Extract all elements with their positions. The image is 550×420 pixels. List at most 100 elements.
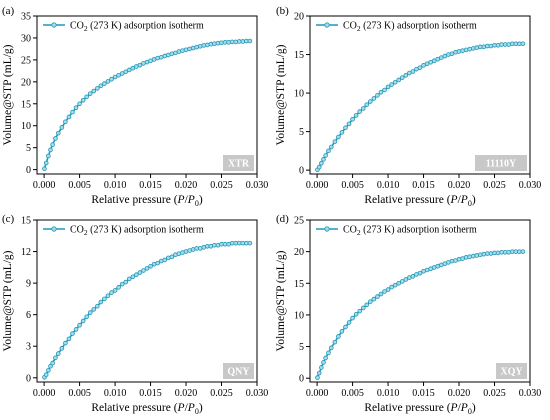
- x-tick-label: 0.000: [33, 180, 56, 191]
- data-point: [364, 102, 370, 107]
- data-point: [371, 296, 377, 302]
- x-tick-label: 0.020: [448, 180, 471, 191]
- data-point: [339, 329, 345, 334]
- data-point: [162, 257, 168, 263]
- data-point: [328, 345, 334, 351]
- data-point: [48, 147, 53, 153]
- series-line: [316, 42, 523, 171]
- x-tick-label: 0.000: [306, 388, 329, 399]
- sample-badge-label: QNY: [227, 367, 250, 378]
- data-point: [323, 355, 328, 361]
- x-tick-label: 0.005: [341, 388, 364, 399]
- data-point: [116, 285, 121, 290]
- legend-label-sub: 2: [357, 228, 361, 237]
- y-tick-label: 6: [26, 310, 31, 321]
- data-point: [105, 79, 111, 84]
- legend-label-rest: (273 K) adsorption isotherm: [361, 21, 477, 32]
- data-point: [399, 75, 405, 80]
- x-axis-title-end: ): [472, 194, 476, 206]
- data-point: [126, 67, 132, 73]
- data-point: [109, 290, 114, 295]
- x-tick-label: 0.015: [139, 180, 162, 191]
- data-point: [481, 251, 487, 257]
- legend-label-sub: 2: [84, 24, 88, 33]
- legend-label-main: CO: [70, 21, 84, 32]
- data-point: [375, 93, 380, 98]
- y-tick-label: 15: [21, 216, 31, 227]
- x-tick-label: 0.025: [483, 388, 506, 399]
- x-axis-title-sub: 0: [195, 407, 199, 416]
- x-tick-label: 0.030: [246, 388, 269, 399]
- data-point: [360, 106, 366, 111]
- y-tick-label: 15: [294, 50, 304, 61]
- x-tick-label: 0.005: [68, 388, 91, 399]
- data-point: [48, 363, 53, 369]
- x-tick-label: 0.010: [377, 180, 400, 191]
- data-point: [403, 73, 409, 78]
- data-point: [66, 336, 72, 342]
- data-point: [389, 82, 394, 87]
- data-point: [382, 87, 387, 93]
- data-point: [98, 83, 104, 89]
- sample-badge: [475, 155, 527, 171]
- data-point: [343, 125, 348, 131]
- data-point: [495, 250, 501, 256]
- data-point: [123, 69, 129, 75]
- chart-panel: 0.000 0.005 0.010 0.015 0.020 0.025 0.030 0 3 6 9 1…: [2, 213, 268, 416]
- data-point: [247, 240, 253, 246]
- data-point: [353, 311, 359, 317]
- x-axis-title-var2: P: [187, 194, 195, 206]
- data-point: [417, 270, 423, 276]
- data-point: [336, 334, 341, 339]
- data-point: [84, 314, 89, 320]
- y-tick-label: 5: [299, 342, 304, 353]
- data-point: [328, 144, 334, 150]
- data-point: [467, 254, 472, 260]
- x-tick-label: 0.025: [210, 180, 233, 191]
- data-point: [55, 130, 61, 136]
- data-point: [80, 97, 86, 103]
- data-point: [63, 340, 68, 346]
- data-point: [102, 81, 107, 86]
- data-point: [399, 279, 405, 284]
- data-point: [506, 249, 512, 255]
- data-point: [360, 305, 366, 311]
- y-tick-label: 5: [26, 143, 31, 154]
- x-tick-label: 0.000: [306, 180, 329, 191]
- data-point: [134, 272, 139, 278]
- y-axis-title: Volume@STP (mL/g): [2, 44, 14, 145]
- x-axis-title-end: ): [472, 402, 476, 414]
- legend-label-main: CO: [70, 225, 84, 236]
- x-axis-title: Relative pressure (P/P0): [91, 194, 202, 208]
- data-point: [77, 322, 82, 328]
- legend-marker: [324, 22, 330, 28]
- data-point: [332, 139, 338, 144]
- data-point: [350, 116, 355, 122]
- data-point: [123, 279, 129, 285]
- data-point: [357, 109, 362, 114]
- data-point: [385, 287, 391, 292]
- data-point: [336, 134, 341, 140]
- data-point: [141, 268, 146, 273]
- data-point: [326, 148, 331, 154]
- data-point: [316, 370, 322, 376]
- data-point: [91, 307, 97, 312]
- data-point: [456, 256, 462, 262]
- sample-badge: [496, 363, 527, 379]
- x-axis-title-slash: /: [458, 402, 462, 414]
- data-point: [350, 315, 355, 321]
- x-axis-title-text: Relative pressure (: [91, 194, 177, 206]
- data-point: [520, 41, 526, 47]
- data-point: [382, 289, 387, 294]
- x-axis-title-var2: P: [460, 402, 468, 414]
- legend-label: CO2 (273 K) adsorption isotherm: [70, 225, 204, 238]
- x-axis-title-sub: 0: [468, 199, 472, 208]
- data-point: [80, 318, 86, 324]
- y-tick-label: 20: [294, 247, 304, 258]
- y-tick-label: 15: [21, 99, 31, 110]
- data-point: [50, 360, 55, 366]
- legend-label: CO2 (273 K) adsorption isotherm: [343, 21, 477, 34]
- sample-badge-label: XQY: [500, 367, 523, 378]
